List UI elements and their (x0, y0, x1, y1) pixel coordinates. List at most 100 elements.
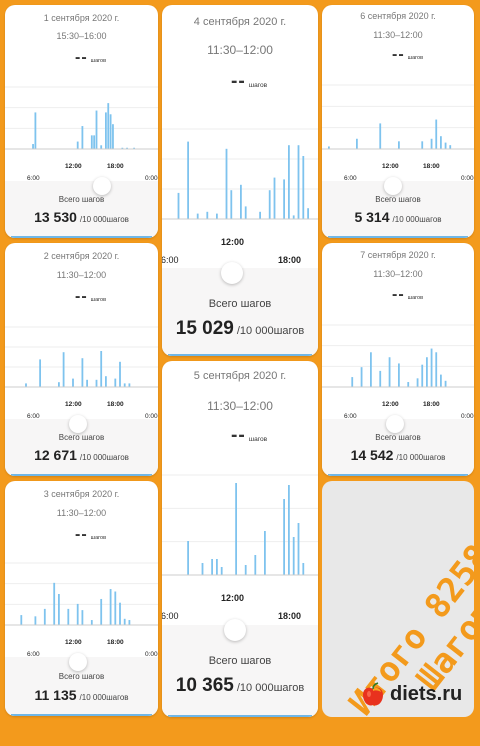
steps-bar (76, 141, 79, 149)
day-card-1: 1 сентября 2020 г. 15:30–16:00 -- шагов 6… (5, 5, 158, 238)
steps-bar (76, 603, 79, 625)
steps-bar (449, 145, 452, 149)
steps-bar (264, 531, 266, 575)
steps-bar (90, 620, 93, 625)
time-slider-knob[interactable] (93, 177, 111, 195)
progress-line (11, 714, 152, 716)
steps-bar (206, 211, 209, 219)
steps-bar (421, 141, 424, 149)
card-footer: Всего шагов 5 314/10 000шагов (322, 177, 474, 238)
steps-bar (435, 352, 438, 387)
steps-bar (211, 559, 213, 575)
steps-bar (302, 563, 305, 575)
steps-bar (105, 376, 107, 387)
steps-placeholder: -- шагов (75, 49, 106, 66)
tick-label: 0:00 (461, 175, 474, 182)
steps-bar (421, 364, 424, 387)
day-card-5: 5 сентября 2020 г. 11:30–12:00 -- шагов 6… (162, 361, 318, 717)
steps-placeholder: -- шагов (75, 288, 106, 305)
steps-bar (216, 213, 218, 219)
steps-bar (430, 348, 433, 387)
steps-bar (292, 215, 295, 219)
steps-bar (379, 123, 382, 149)
time-slider-knob[interactable] (224, 619, 246, 641)
steps-bar (72, 378, 74, 387)
steps-bar (201, 563, 204, 575)
steps-bar (292, 537, 295, 575)
time-slider-knob[interactable] (221, 262, 243, 284)
steps-bar (430, 138, 433, 149)
tick-label: 0:00 (145, 175, 158, 182)
tick-label: 12:00 (382, 401, 399, 408)
card-time: 11:30–12:00 (373, 269, 423, 279)
steps-bar (107, 103, 110, 149)
total-steps: 5 314/10 000шагов (354, 209, 442, 225)
steps-bar (58, 594, 60, 625)
tick-label: 18:00 (423, 401, 440, 408)
total-steps: 13 530/10 000шагов (34, 209, 129, 225)
time-slider-knob[interactable] (384, 177, 402, 195)
steps-bar (440, 374, 442, 387)
tick-label: 18:00 (107, 639, 124, 646)
steps-bar (90, 135, 93, 149)
steps-bar (398, 141, 400, 149)
steps-bar (416, 378, 419, 387)
tick-label: 6:00 (344, 413, 357, 420)
steps-bar (360, 367, 363, 387)
steps-bar (407, 382, 410, 387)
steps-bar (95, 379, 98, 387)
card-date: 3 сентября 2020 г. (43, 489, 120, 499)
steps-bar (216, 559, 218, 575)
steps-bar (283, 179, 285, 219)
steps-bar (119, 361, 121, 387)
card-date: 6 сентября 2020 г. (360, 11, 436, 21)
day-card-3: 3 сентября 2020 г. 11:30–12:00 -- шагов 6… (5, 481, 158, 716)
steps-placeholder: -- шагов (231, 425, 268, 446)
steps-bar (244, 206, 247, 219)
card-time: 11:30–12:00 (56, 270, 107, 280)
steps-bar (100, 351, 103, 387)
steps-bar (126, 147, 128, 149)
chart-svg (162, 474, 318, 576)
tick-label: 12:00 (65, 639, 82, 646)
tick-label: 6:00 (162, 611, 179, 621)
steps-bar (187, 141, 189, 219)
steps-bar (273, 177, 276, 219)
steps-bar (370, 352, 372, 387)
card-date: 7 сентября 2020 г. (360, 250, 436, 260)
steps-bar (128, 383, 131, 387)
total-steps: 15 029/10 000шагов (175, 318, 305, 339)
tick-label: 6:00 (27, 413, 40, 420)
steps-bar (444, 142, 447, 149)
steps-bar (32, 144, 34, 149)
time-slider-knob[interactable] (69, 653, 87, 671)
steps-bar (235, 483, 237, 575)
steps-bar (34, 112, 37, 149)
day-card-6: 6 сентября 2020 г. 11:30–12:00 -- шагов 6… (322, 5, 474, 238)
steps-chart: 6:00 12:00 18:00 0:00 (322, 81, 474, 182)
steps-bar (53, 582, 56, 625)
steps-bar (67, 608, 70, 625)
total-steps: 11 135/10 000шагов (34, 687, 129, 703)
total-steps: 12 671/10 000шагов (34, 447, 129, 463)
time-slider-knob[interactable] (69, 415, 87, 433)
steps-bar (440, 136, 442, 149)
steps-bar (177, 192, 180, 219)
card-time: 15:30–16:00 (56, 31, 107, 41)
steps-bar (254, 555, 257, 575)
steps-chart: 6:00 12:00 18:00 0:00 (322, 321, 474, 420)
card-time: 11:30–12:00 (207, 43, 273, 57)
steps-bar (114, 591, 117, 625)
chart-svg (322, 324, 474, 388)
tick-label: 6:00 (162, 255, 179, 265)
steps-bar (444, 380, 447, 387)
summary-total: Итого 82586 Шагов (341, 520, 480, 724)
diets-logo[interactable]: diets.ru (360, 682, 472, 710)
card-footer: Всего шагов 15 029/10 000шагов (162, 262, 318, 356)
card-date: 1 сентября 2020 г. (43, 13, 120, 23)
logo-text: diets.ru (390, 683, 463, 705)
time-slider-knob[interactable] (386, 415, 404, 433)
card-footer: Всего шагов 12 671/10 000шагов (5, 415, 158, 476)
steps-chart: 6:00 12:00 18:00 (162, 471, 318, 621)
steps-chart: 6:00 12:00 18:00 0:00 (5, 83, 158, 182)
